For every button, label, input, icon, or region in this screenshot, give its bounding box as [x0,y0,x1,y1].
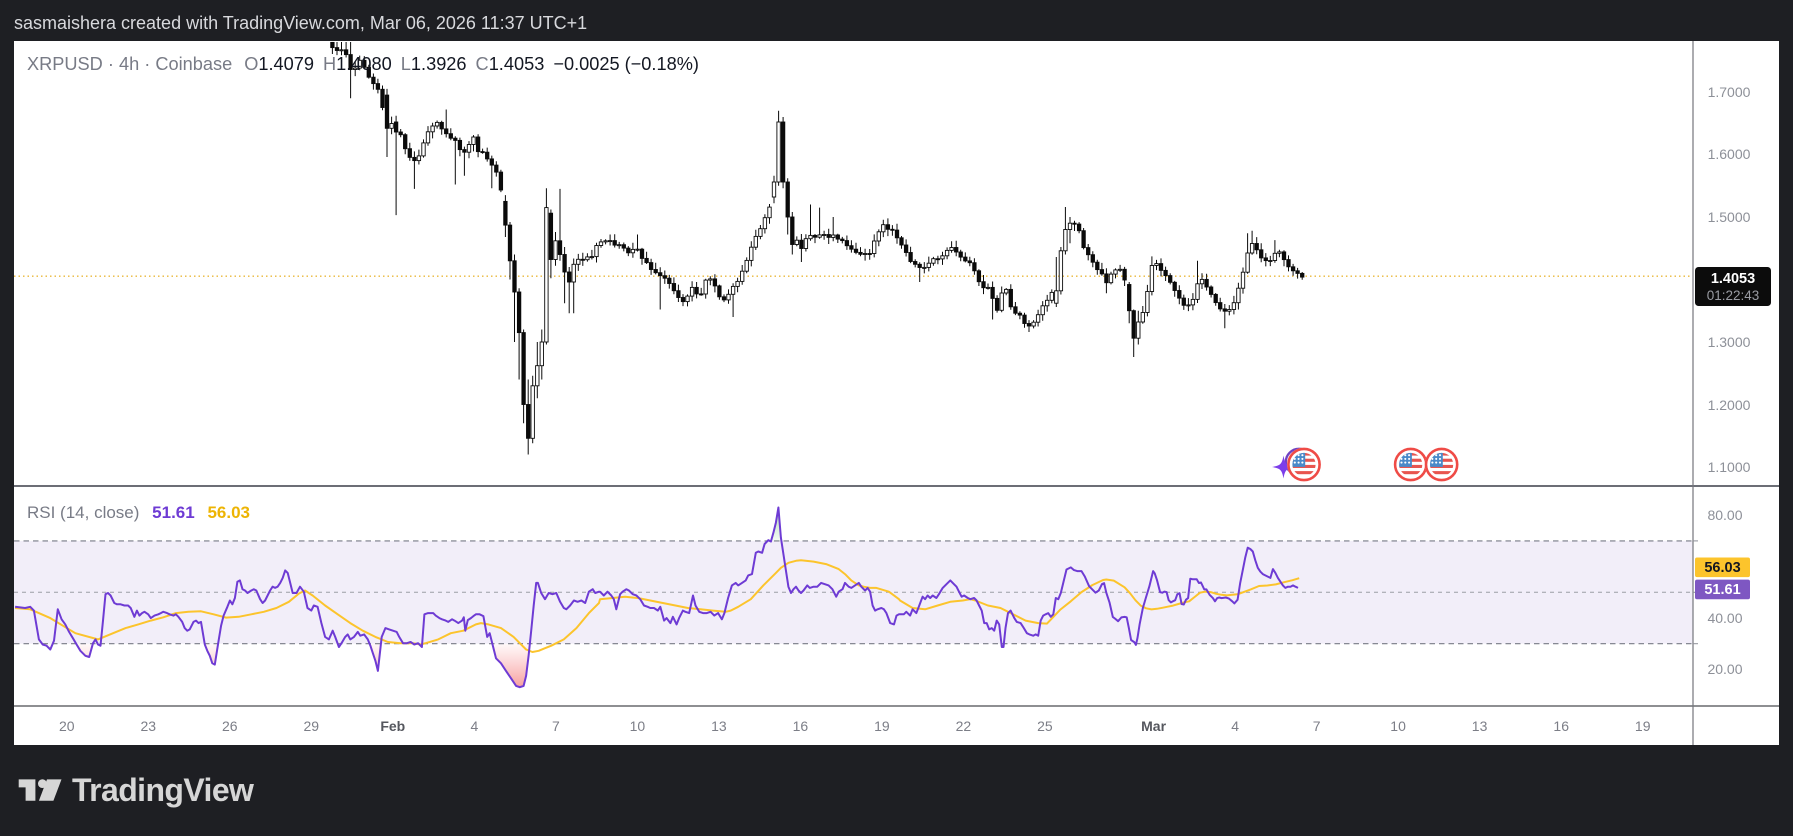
svg-text:Feb: Feb [380,718,405,734]
svg-text:7: 7 [1313,718,1321,734]
svg-text:Mar: Mar [1141,718,1166,734]
svg-text:25: 25 [1037,718,1053,734]
svg-text:1.1000: 1.1000 [1708,459,1751,475]
svg-text:10: 10 [1390,718,1406,734]
svg-text:1.7000: 1.7000 [1708,84,1751,100]
svg-text:23: 23 [141,718,157,734]
svg-text:7: 7 [552,718,560,734]
svg-text:TradingView: TradingView [72,772,254,808]
svg-text:RSI (14, close) 51.61 56.03: RSI (14, close) 51.61 56.03 [27,503,250,522]
svg-text:80.00: 80.00 [1707,507,1742,523]
svg-text:16: 16 [793,718,809,734]
svg-text:40.00: 40.00 [1707,610,1742,626]
svg-text:56.03: 56.03 [1704,560,1740,576]
svg-text:51.61: 51.61 [1704,582,1740,598]
svg-text:sasmaishera created with Tradi: sasmaishera created with TradingView.com… [14,13,587,33]
svg-text:29: 29 [304,718,320,734]
svg-text:1.6000: 1.6000 [1708,146,1751,162]
svg-text:1.2000: 1.2000 [1708,397,1751,413]
svg-text:01:22:43: 01:22:43 [1707,288,1760,303]
svg-text:1.4053: 1.4053 [1711,271,1755,287]
svg-text:20.00: 20.00 [1707,661,1742,677]
svg-text:26: 26 [222,718,238,734]
svg-text:1.3000: 1.3000 [1708,334,1751,350]
svg-text:13: 13 [1472,718,1488,734]
svg-text:19: 19 [1635,718,1651,734]
svg-text:4: 4 [471,718,479,734]
svg-text:4: 4 [1231,718,1239,734]
svg-text:1.5000: 1.5000 [1708,209,1751,225]
svg-text:10: 10 [630,718,646,734]
svg-text:16: 16 [1553,718,1569,734]
svg-text:13: 13 [711,718,727,734]
svg-text:20: 20 [59,718,75,734]
svg-text:22: 22 [956,718,972,734]
svg-text:19: 19 [874,718,890,734]
